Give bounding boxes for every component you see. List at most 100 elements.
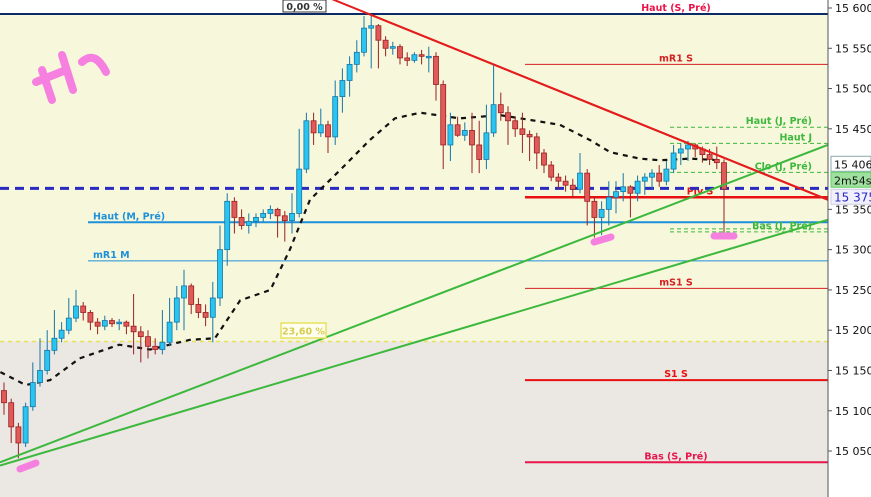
candle-body [548, 164, 555, 178]
candle [65, 297, 72, 335]
candle [505, 106, 511, 145]
candle-body [490, 104, 497, 134]
candle-body [454, 124, 461, 136]
candle [101, 315, 108, 331]
candle-body [685, 144, 691, 150]
candle [296, 128, 303, 218]
candle-body [188, 285, 195, 305]
level-label: Bas (S, Pré) [644, 451, 707, 462]
candle [245, 213, 252, 234]
level-label: mS1 S [659, 277, 693, 288]
candle-body [303, 120, 310, 170]
current-price-label: 15 375 [834, 190, 871, 204]
candle-body [224, 200, 231, 251]
candle [173, 285, 180, 331]
candle [541, 148, 547, 174]
candle [339, 68, 346, 113]
candle [584, 169, 591, 226]
candle-body [641, 176, 648, 182]
candle [641, 173, 648, 195]
candle-body [663, 168, 670, 182]
candle [159, 310, 166, 355]
fibonacci-23-label: 23,60 % [282, 327, 325, 338]
candle-body [130, 325, 137, 333]
candle-body [73, 305, 79, 319]
candle [433, 52, 439, 101]
candle [181, 269, 187, 331]
candle [569, 178, 576, 198]
axis-tick-label: 15 450 [835, 123, 871, 136]
candle-body [382, 39, 389, 49]
candle-body [22, 406, 29, 444]
fibonacci-0-label: 0,00 % [286, 2, 323, 13]
axis-tick-label: 15 300 [835, 244, 871, 257]
candle-body [533, 136, 540, 154]
trend-line [0, 218, 828, 467]
level-label: Haut (M, Pré) [93, 211, 165, 222]
candle-body [425, 55, 432, 59]
candle [281, 210, 288, 242]
candle-body [389, 46, 396, 49]
candle-body [605, 196, 612, 210]
level-label: Bas (J, Pré) [752, 221, 812, 232]
candle [274, 207, 281, 238]
candle [476, 120, 483, 174]
candle [44, 330, 51, 375]
candle-body [332, 96, 339, 138]
candle-body [339, 80, 346, 98]
candle [677, 143, 684, 166]
axis-tick-label: 15 100 [835, 405, 871, 418]
candle-body [58, 329, 65, 339]
candle-body [706, 154, 713, 160]
level-label: Haut (S, Pré) [641, 3, 711, 14]
candle-body [721, 162, 727, 190]
candle-body [109, 320, 115, 325]
candle-body [181, 285, 187, 299]
candle-body [253, 217, 259, 222]
candle-body [145, 336, 151, 347]
candle-body [440, 84, 447, 146]
candle [663, 161, 670, 186]
candle-body [231, 200, 238, 218]
candle [231, 197, 238, 234]
candle [145, 330, 151, 359]
candle-body [562, 180, 569, 186]
candle-body [497, 104, 504, 114]
candle [346, 56, 353, 97]
candle-body [613, 191, 619, 198]
candle [80, 302, 87, 321]
candle-body [361, 27, 367, 53]
candle [51, 310, 58, 355]
candle-body [670, 152, 677, 170]
candle-body [173, 297, 180, 323]
candle [1, 382, 7, 415]
axis-tick-label: 15 150 [835, 364, 871, 377]
candle [461, 122, 468, 141]
level-label: Clo (J, Pré) [755, 161, 812, 172]
candle-body [123, 321, 130, 327]
level-label: S1 S [664, 369, 688, 380]
candle-body [368, 25, 375, 29]
candle-body [209, 297, 216, 318]
candle [685, 140, 691, 162]
candle [411, 52, 418, 63]
candle-body [476, 144, 483, 160]
candle-body [152, 345, 159, 350]
trend-line [331, 0, 829, 201]
candle [656, 165, 663, 187]
candle-body [137, 331, 144, 338]
level-label: mR1 M [93, 250, 130, 261]
candle-body [512, 120, 519, 130]
candle [562, 175, 569, 192]
candle [94, 318, 101, 335]
candle [490, 64, 497, 137]
candle [577, 152, 583, 194]
candle [548, 161, 555, 182]
moving-average-line [0, 111, 720, 387]
candle-body [541, 152, 547, 166]
candle-body [267, 208, 274, 214]
candle-body [87, 312, 94, 323]
candle-body [353, 51, 360, 65]
